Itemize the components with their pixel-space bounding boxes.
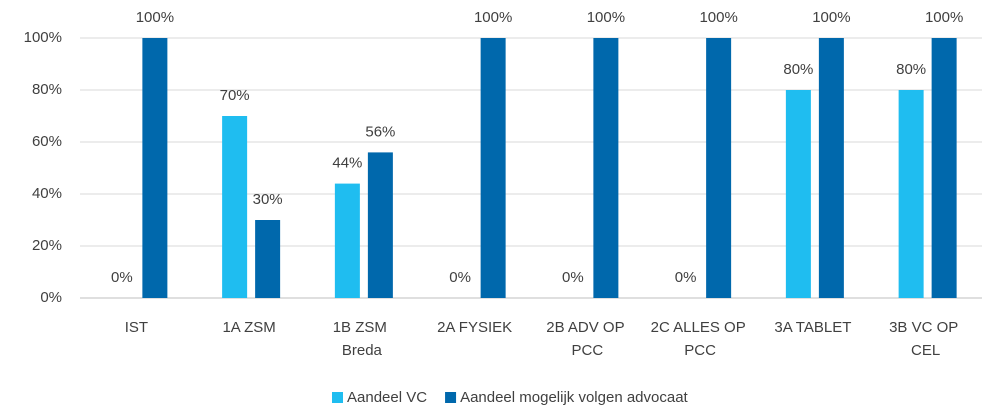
x-tick-label-line: Breda [342,342,383,359]
legend-swatch [332,392,343,403]
y-tick-label: 0% [40,289,62,306]
data-label: 100% [925,9,963,26]
y-tick-label: 100% [24,29,62,46]
x-tick-label: 1B ZSM Breda [333,319,391,359]
bar [931,38,957,298]
bar [142,38,168,298]
data-label: 0% [562,269,584,286]
x-tick-label: 2B ADV OP PCC [546,319,628,359]
bar [593,38,619,298]
bar [785,90,811,298]
data-label: 100% [699,9,737,26]
data-label: 100% [474,9,512,26]
bar [706,38,732,298]
bar [480,38,506,298]
y-tick-label: 60% [32,133,62,150]
x-tick-label-line: 2C ALLES OP [651,319,750,336]
bar [222,116,248,298]
x-tick-label-line: 1B ZSM [333,319,391,336]
x-tick-label: 1A ZSM [222,319,275,336]
legend-label: Aandeel mogelijk volgen advocaat [460,389,688,406]
bar [367,152,393,298]
data-label: 100% [587,9,625,26]
data-label: 0% [675,269,697,286]
x-tick-label: 3A TABLET [774,319,851,336]
y-tick-label: 80% [32,81,62,98]
x-tick-label: IST [125,319,148,336]
bar [255,220,281,298]
legend-swatch [445,392,457,403]
x-tick-label-line: 2B ADV OP [546,319,628,336]
x-tick-label-line: PCC [572,342,604,359]
x-tick-label: 2A FYSIEK [437,319,512,336]
data-label: 30% [253,191,283,208]
data-label: 100% [812,9,850,26]
data-label: 80% [783,61,813,78]
data-label: 0% [449,269,471,286]
data-label: 0% [111,269,133,286]
x-tick-label: 2C ALLES OP PCC [651,319,750,359]
data-label: 44% [332,155,362,172]
x-tick-label-line: PCC [684,342,716,359]
y-tick-label: 40% [32,185,62,202]
x-tick-label-line: CEL [911,342,940,359]
y-tick-label: 20% [32,237,62,254]
data-label: 70% [220,87,250,104]
data-label: 100% [136,9,174,26]
bar [898,90,924,298]
x-tick-label-line: 3B VC OP [889,319,962,336]
legend-label: Aandeel VC [347,389,427,406]
data-label: 80% [896,61,926,78]
bar [334,183,360,298]
bar [818,38,844,298]
data-label: 56% [365,123,395,140]
x-tick-label: 3B VC OP CEL [889,319,962,359]
